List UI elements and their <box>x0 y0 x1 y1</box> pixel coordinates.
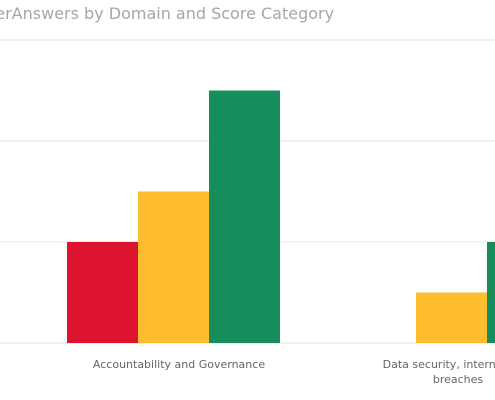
category-label-1-line-1: breaches <box>433 373 484 386</box>
chart-title: ...erAnswers by Domain and Score Categor… <box>0 4 335 23</box>
bar-1-2[interactable] <box>487 242 495 343</box>
bar-0-1[interactable] <box>138 191 209 344</box>
bar-0-0[interactable] <box>67 242 138 343</box>
bar-1-1[interactable] <box>416 292 487 344</box>
category-label-1-line-0: Data security, international <box>383 358 495 371</box>
bar-0-2[interactable] <box>209 90 280 344</box>
category-label-0-line-0: Accountability and Governance <box>93 358 265 371</box>
